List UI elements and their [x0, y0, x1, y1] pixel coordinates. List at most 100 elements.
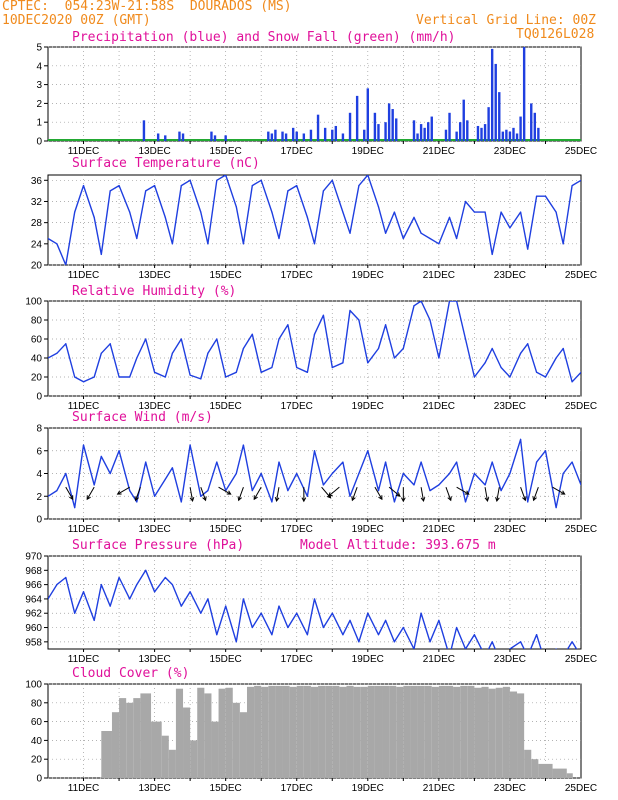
cloud-bar — [382, 685, 390, 778]
wind-vector-head — [522, 496, 527, 502]
wind-vector — [520, 486, 526, 501]
precip-bar — [341, 133, 345, 141]
temp-point — [402, 237, 404, 240]
temp-point — [271, 211, 273, 213]
precip-bar — [476, 125, 480, 141]
wind-point — [464, 501, 467, 503]
rh-point — [164, 376, 166, 378]
temp-point — [180, 184, 182, 187]
rh-point — [118, 376, 120, 378]
wind-point — [384, 461, 387, 463]
precip-bar — [181, 133, 185, 141]
rh-point — [456, 301, 458, 302]
grid-line-note: Vertical Grid Line: 00Z — [416, 13, 597, 28]
wind-series-line — [48, 438, 581, 509]
precip-bar — [391, 109, 394, 141]
rh-point — [509, 376, 511, 378]
cloud-bar — [509, 691, 518, 778]
rh-point — [48, 357, 49, 359]
pres-point — [48, 598, 49, 600]
precip-bar — [515, 133, 519, 141]
wind-point — [260, 472, 262, 475]
pres-point — [519, 641, 522, 643]
cloud-bar — [204, 693, 212, 778]
rh-point — [500, 366, 502, 369]
wind-vector — [218, 486, 231, 495]
cloud-bar — [133, 698, 141, 778]
rh-point — [189, 374, 191, 376]
wind-panel: Surface Wind (m/s) 0 2 4 6 8 11DEC 13DEC 15DEC 17… — [36, 410, 597, 535]
pres-point — [65, 576, 67, 579]
wind-frame — [47, 427, 582, 520]
temp-point — [48, 237, 49, 240]
wind-point — [358, 472, 360, 475]
precip-bar — [284, 133, 288, 141]
temp-series-line — [48, 175, 581, 265]
cloud-bar — [225, 687, 233, 778]
wind-point — [448, 472, 451, 475]
pres-title: Surface Pressure (hPa) — [72, 538, 244, 553]
precip-bar — [505, 129, 508, 141]
wind-point — [207, 489, 209, 492]
rh-point — [235, 371, 237, 373]
temp-ytick-label: 20 — [31, 261, 43, 272]
wind-point — [48, 495, 49, 497]
cloud-bar — [289, 686, 297, 778]
cloud-bar — [254, 685, 262, 778]
rh-point — [429, 319, 431, 321]
cloud-bar — [552, 768, 567, 778]
wind-vector — [456, 486, 470, 495]
rh-ytick-label: 40 — [31, 354, 43, 365]
temp-frame — [47, 174, 582, 266]
wind-point — [154, 495, 156, 497]
temp-point — [56, 243, 58, 245]
wind-point — [491, 461, 493, 463]
rh-title: Relative Humidity (%) — [72, 284, 236, 299]
precip-bar — [490, 48, 494, 141]
cloud-ytick-label: 100 — [25, 680, 42, 691]
wind-point — [93, 484, 95, 486]
temp-point — [535, 195, 538, 197]
rh-point — [93, 376, 95, 378]
rh-point — [413, 305, 415, 307]
wind-point — [413, 484, 415, 486]
pres-point — [189, 591, 191, 593]
temp-point — [109, 190, 111, 192]
precip-bar — [178, 131, 181, 141]
pres-point — [535, 634, 538, 636]
pres-xtick-label: 19DEC — [352, 654, 384, 665]
cloud-bar — [275, 685, 283, 778]
wind-point — [571, 461, 573, 463]
pres-point — [129, 598, 131, 600]
wind-point — [331, 472, 333, 475]
wind-vector-head — [116, 490, 122, 495]
precip-bar — [537, 127, 540, 141]
cloud-bar — [101, 731, 112, 778]
wind-vector — [276, 487, 280, 502]
cloud-bar — [538, 763, 553, 778]
precip-bar — [455, 131, 458, 141]
rh-point — [342, 362, 344, 364]
precip-bar — [164, 135, 167, 141]
cloud-bar — [524, 749, 532, 778]
temp-point — [367, 175, 369, 176]
wind-vector-head — [495, 496, 500, 502]
temp-xtick-label: 25DEC — [565, 270, 597, 281]
temp-point — [438, 243, 440, 245]
cloud-xtick-label: 23DEC — [494, 783, 526, 794]
wind-point — [65, 472, 67, 475]
rh-point — [473, 376, 475, 378]
rh-point — [580, 371, 581, 373]
pres-ytick-label: 966 — [25, 580, 42, 591]
precip-bar — [419, 124, 423, 141]
wind-vector-head — [189, 496, 195, 502]
precip-frame — [47, 46, 582, 142]
temp-point — [349, 232, 351, 234]
wind-vector-head — [395, 492, 401, 497]
cloud-bar — [445, 685, 454, 778]
precip-xtick-label: 15DEC — [210, 146, 242, 157]
precip-ytick-label: 2 — [36, 99, 42, 110]
temp-point — [456, 237, 458, 240]
cloud-bar — [339, 686, 347, 778]
rh-ytick-label: 100 — [25, 297, 42, 308]
